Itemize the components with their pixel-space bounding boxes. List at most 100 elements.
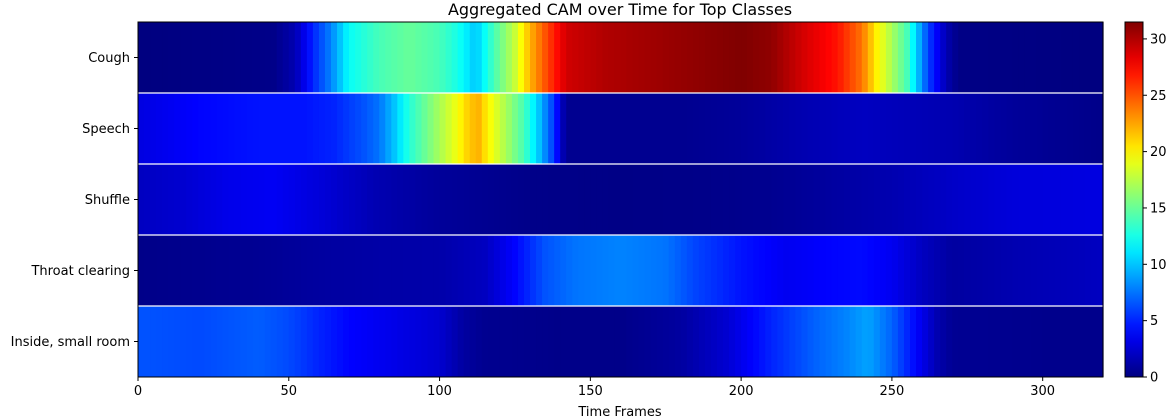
heatmap-cell [300, 164, 308, 235]
heatmap-cell [662, 164, 670, 235]
heatmap-cell [1060, 93, 1068, 164]
heatmap-cell [988, 22, 996, 93]
heatmap-cell [258, 93, 266, 164]
heatmap-cell [144, 93, 151, 164]
heatmap-cell [379, 93, 386, 164]
heatmap-cell [361, 164, 368, 235]
heatmap-cell [656, 306, 664, 377]
heatmap-cell [638, 306, 646, 377]
heatmap-cell [475, 164, 483, 235]
heatmap-cell [608, 22, 616, 93]
heatmap-cell [976, 235, 983, 306]
heatmap-cell [626, 164, 634, 235]
x-axis-label: Time Frames [577, 405, 661, 420]
heatmap-cell [1006, 164, 1014, 235]
heatmap-cell [312, 93, 320, 164]
heatmap-cell [276, 164, 284, 235]
heatmap-cell [873, 164, 881, 235]
heatmap-cell [819, 306, 827, 377]
heatmap-cell [698, 22, 706, 93]
heatmap-cell [958, 306, 965, 377]
heatmap-cell [903, 235, 911, 306]
heatmap-cell [753, 93, 760, 164]
heatmap-cell [668, 164, 676, 235]
heatmap-cell [560, 164, 567, 235]
heatmap-cell [180, 235, 187, 306]
heatmap-cell [843, 93, 851, 164]
heatmap-cell [312, 164, 320, 235]
heatmap-cell [825, 93, 833, 164]
heatmap-cell [994, 164, 1002, 235]
heatmap-cell [765, 235, 772, 306]
heatmap-cell [614, 22, 622, 93]
heatmap-cell [150, 22, 157, 93]
heatmap-cell [626, 306, 634, 377]
heatmap-cell [294, 22, 302, 93]
heatmap-cell [765, 93, 772, 164]
heatmap-cell [922, 306, 929, 377]
heatmap-cell [270, 93, 278, 164]
heatmap-cell [517, 235, 525, 306]
heatmap-cell [324, 22, 332, 93]
heatmap-cell [723, 235, 730, 306]
heatmap-cell [1078, 93, 1086, 164]
heatmap-cell [1036, 235, 1044, 306]
heatmap-cell [439, 164, 447, 235]
heatmap-cell [747, 93, 754, 164]
heatmap-cell [825, 235, 833, 306]
heatmap-cell [361, 306, 368, 377]
heatmap-cell [379, 235, 386, 306]
heatmap-cell [186, 164, 193, 235]
heatmap-cell [282, 306, 290, 377]
heatmap-cell [343, 306, 350, 377]
heatmap-cell [795, 164, 803, 235]
heatmap-cell [180, 22, 187, 93]
heatmap-cell [282, 235, 290, 306]
heatmap-cell [288, 235, 296, 306]
heatmap-cell [373, 235, 380, 306]
heatmap-cell [391, 164, 398, 235]
heatmap-cell [566, 235, 573, 306]
heatmap-cell [771, 235, 778, 306]
heatmap-cell [1018, 306, 1026, 377]
heatmap-cell [144, 235, 151, 306]
colorbar-tick-label: 10 [1150, 258, 1167, 273]
heatmap-cell [337, 306, 344, 377]
heatmap-cell [294, 306, 302, 377]
heatmap-cell [994, 22, 1002, 93]
heatmap-row [138, 93, 1104, 164]
heatmap-cell [536, 306, 543, 377]
heatmap-cell [1060, 235, 1068, 306]
heatmap-cell [499, 22, 507, 93]
heatmap-cell [994, 235, 1002, 306]
heatmap-cell [204, 22, 211, 93]
heatmap-cell [771, 306, 778, 377]
heatmap-cell [391, 306, 398, 377]
heatmap-cell [138, 93, 145, 164]
heatmap-cell [632, 164, 640, 235]
heatmap-cell [867, 22, 875, 93]
heatmap-cell [530, 235, 537, 306]
heatmap-cell [186, 306, 193, 377]
heatmap-cell [976, 164, 983, 235]
heatmap-cell [264, 235, 272, 306]
heatmap-cell [590, 93, 597, 164]
heatmap-cell [331, 93, 338, 164]
heatmap-cell [228, 164, 236, 235]
heatmap-cell [578, 164, 585, 235]
heatmap-cell [656, 235, 664, 306]
heatmap-cell [825, 22, 833, 93]
heatmap-cell [530, 93, 537, 164]
heatmap-cell [638, 164, 646, 235]
heatmap-cell [505, 306, 513, 377]
heatmap-cell [499, 93, 507, 164]
heatmap-cell [885, 93, 893, 164]
heatmap-cell [976, 22, 983, 93]
heatmap-cell [391, 93, 398, 164]
heatmap-cell [397, 93, 404, 164]
heatmap-cell [433, 22, 441, 93]
heatmap-cell [210, 93, 218, 164]
heatmap-cell [879, 306, 887, 377]
heatmap-cell [204, 164, 211, 235]
heatmap-cell [801, 93, 809, 164]
